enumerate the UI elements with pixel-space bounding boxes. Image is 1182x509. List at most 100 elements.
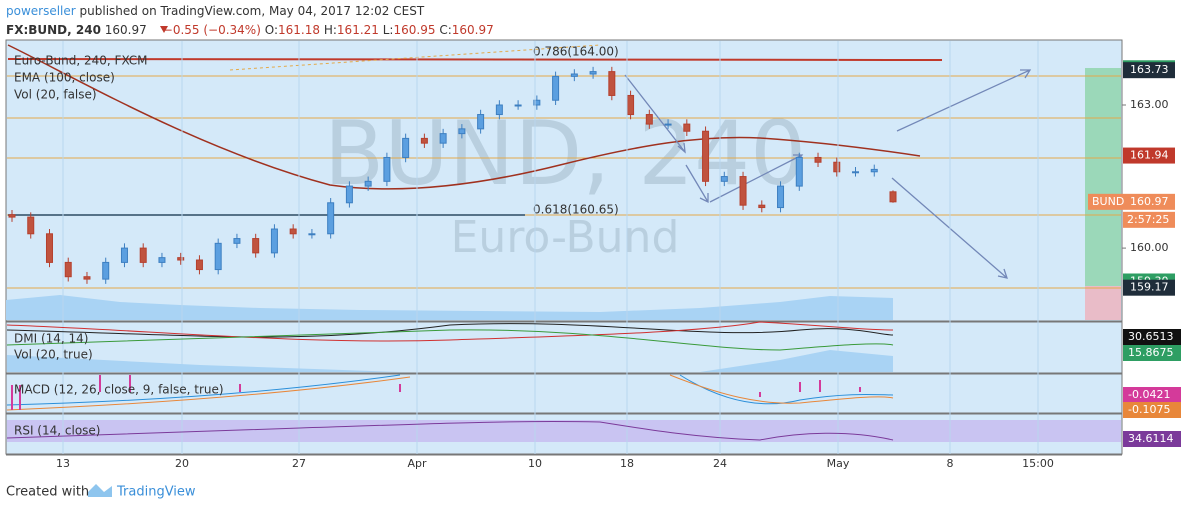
candle-body bbox=[177, 257, 185, 261]
time-label: 8 bbox=[947, 457, 954, 470]
signal-line bbox=[6, 374, 894, 411]
candle-body bbox=[833, 161, 841, 173]
fib-label: 0.786(164.00) bbox=[533, 45, 619, 59]
indicator-value-bg bbox=[1123, 402, 1181, 418]
candle-body bbox=[27, 216, 35, 235]
indicator-value-bg bbox=[1123, 387, 1181, 403]
price-label: 163.00 bbox=[1130, 98, 1169, 111]
minus-di bbox=[6, 321, 894, 342]
stop-zone bbox=[1085, 286, 1121, 320]
indicator-value: 34.6114 bbox=[1128, 432, 1174, 445]
ema-line bbox=[7, 44, 921, 190]
candle-body bbox=[720, 176, 728, 182]
candle-body bbox=[664, 123, 672, 126]
candle-body bbox=[552, 75, 560, 101]
macd-panel bbox=[5, 373, 1123, 414]
candle-body bbox=[195, 259, 203, 271]
candle-body bbox=[477, 114, 485, 130]
author[interactable]: powerseller bbox=[6, 4, 76, 18]
candle-body bbox=[364, 180, 372, 187]
candle-body bbox=[645, 114, 653, 125]
candle-body bbox=[327, 202, 335, 235]
candle-body bbox=[233, 238, 241, 244]
candle-body bbox=[589, 71, 597, 75]
time-label: 24 bbox=[713, 457, 727, 470]
dmi-volume bbox=[7, 350, 893, 372]
candle-body bbox=[252, 238, 260, 254]
time-label: 27 bbox=[292, 457, 306, 470]
high: 161.21 bbox=[337, 23, 379, 37]
price-tag-bg bbox=[1088, 193, 1123, 210]
target-zone bbox=[1085, 68, 1121, 286]
rsi-band bbox=[7, 420, 1121, 442]
indicator-value-bg bbox=[1123, 329, 1181, 345]
candle-body bbox=[889, 191, 897, 203]
candle-body bbox=[852, 171, 860, 174]
candle-body bbox=[814, 156, 822, 163]
candle-body bbox=[83, 276, 91, 280]
price-label: 159.17 bbox=[1130, 281, 1169, 294]
candle-body bbox=[458, 128, 466, 135]
candle-body bbox=[8, 214, 16, 218]
legend-item: Euro-Bund, 240, FXCM bbox=[14, 54, 148, 68]
close: 160.97 bbox=[452, 23, 494, 37]
time-label: 15:00 bbox=[1022, 457, 1054, 470]
price-label-bg bbox=[1123, 279, 1175, 296]
tv-logo bbox=[88, 484, 112, 497]
price-label-bg bbox=[1123, 147, 1175, 164]
resistance-line bbox=[7, 58, 943, 61]
dmi-panel bbox=[5, 321, 1123, 374]
candle-body bbox=[383, 156, 391, 182]
candle-body bbox=[495, 104, 503, 116]
candle-body bbox=[289, 228, 297, 235]
candle-body bbox=[158, 257, 166, 263]
macd-line bbox=[6, 374, 894, 406]
time-label: 13 bbox=[56, 457, 70, 470]
candle-body bbox=[139, 247, 147, 263]
main-panel bbox=[5, 39, 1123, 322]
candle-body bbox=[627, 94, 635, 116]
legend-item: Vol (20, false) bbox=[14, 88, 97, 102]
price-label: 163.73 bbox=[1130, 63, 1169, 76]
rsi-line bbox=[6, 421, 894, 441]
axes: 163.77163.73163.00161.94160.97160.00159.… bbox=[56, 41, 1181, 470]
open: 161.18 bbox=[278, 23, 320, 37]
change: −0.55 (−0.34%) bbox=[163, 23, 261, 37]
candles bbox=[8, 66, 897, 284]
last: 160.97 bbox=[105, 23, 147, 37]
candle-body bbox=[45, 233, 53, 263]
candle-body bbox=[870, 168, 878, 173]
candle-body bbox=[270, 228, 278, 254]
down-icon bbox=[160, 26, 168, 33]
header-line1: powerseller published on TradingView.com… bbox=[6, 4, 425, 18]
countdown: 2:57:25 bbox=[1127, 213, 1169, 226]
macd-histogram bbox=[11, 375, 861, 410]
time-label: 18 bbox=[620, 457, 634, 470]
candle-body bbox=[533, 99, 541, 106]
indicator-value-bg bbox=[1123, 345, 1181, 361]
time-label: May bbox=[827, 457, 850, 470]
candle-body bbox=[420, 137, 428, 144]
low: 160.95 bbox=[393, 23, 435, 37]
volume-area bbox=[6, 295, 893, 320]
plus-di bbox=[6, 329, 894, 351]
published: published on TradingView.com, May 04, 20… bbox=[80, 4, 425, 18]
footer-brand[interactable]: TradingView bbox=[116, 485, 196, 500]
candle-body bbox=[345, 185, 353, 204]
indicator-label: DMI (14, 14) bbox=[14, 332, 88, 346]
indicator-label: MACD (12, 26, close, 9, false, true) bbox=[14, 383, 224, 397]
fib-trend bbox=[229, 44, 601, 71]
h-label: H: bbox=[324, 23, 337, 37]
price-label-bg bbox=[1123, 62, 1175, 79]
footer-prefix: Created with bbox=[6, 485, 89, 500]
time-label: 10 bbox=[528, 457, 542, 470]
price-label: 161.94 bbox=[1130, 149, 1169, 162]
candle-body bbox=[739, 176, 747, 206]
candle-body bbox=[683, 123, 691, 132]
candle-body bbox=[702, 130, 710, 182]
countdown-bg bbox=[1123, 211, 1175, 228]
watermark-subtitle: Euro-Bund bbox=[451, 212, 680, 263]
indicator-value: -0.1075 bbox=[1128, 403, 1170, 416]
candle-body bbox=[308, 233, 316, 236]
